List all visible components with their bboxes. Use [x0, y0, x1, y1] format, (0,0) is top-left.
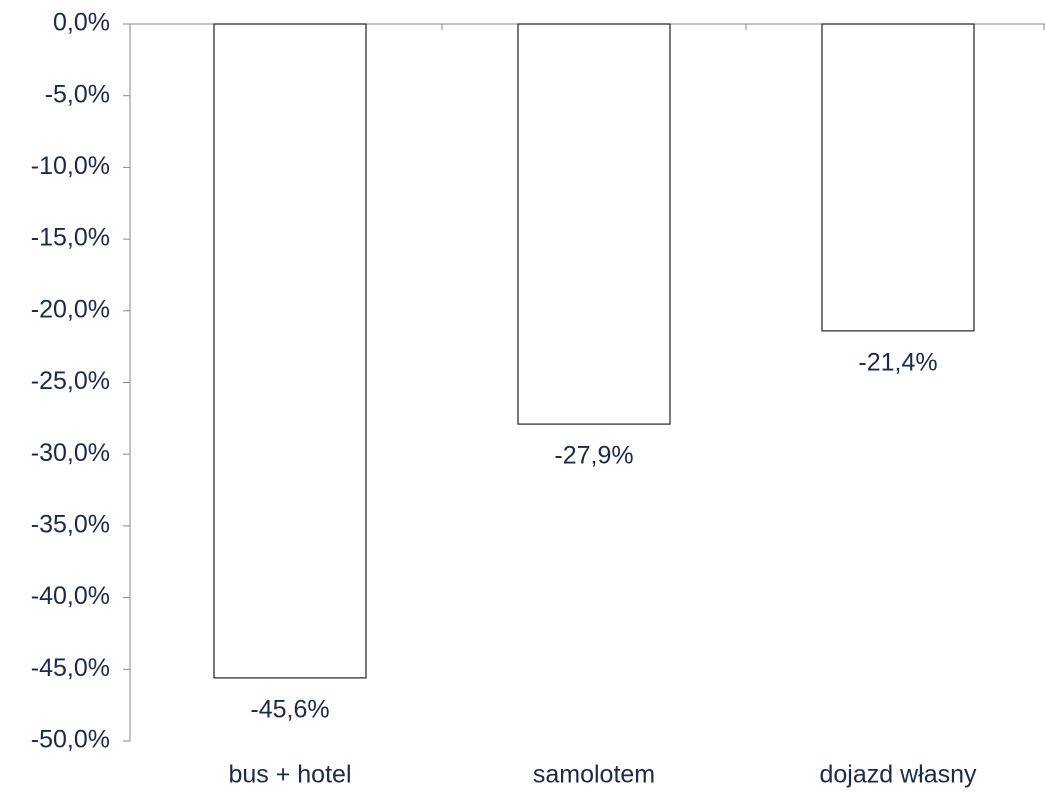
y-tick-label: -25,0%	[31, 367, 110, 395]
x-tick-label: samolotem	[533, 761, 655, 789]
y-tick-label: -50,0%	[31, 726, 110, 754]
y-tick-label: -35,0%	[31, 511, 110, 539]
y-tick-label: -15,0%	[31, 224, 110, 252]
y-tick-label: -10,0%	[31, 152, 110, 180]
y-tick-label: -40,0%	[31, 582, 110, 610]
bar	[821, 23, 975, 332]
value-label: -27,9%	[554, 442, 633, 470]
y-tick-label: -5,0%	[45, 80, 110, 108]
x-tick-label: bus + hotel	[228, 761, 351, 789]
value-label: -45,6%	[250, 696, 329, 724]
x-tick-label: dojazd własny	[819, 761, 977, 789]
bar	[213, 23, 367, 679]
y-tick-label: -45,0%	[31, 654, 110, 682]
y-tick-label: 0,0%	[53, 9, 110, 37]
y-tick-label: -30,0%	[31, 439, 110, 467]
y-tick-label: -20,0%	[31, 295, 110, 323]
bar	[517, 23, 671, 425]
value-label: -21,4%	[858, 348, 937, 376]
